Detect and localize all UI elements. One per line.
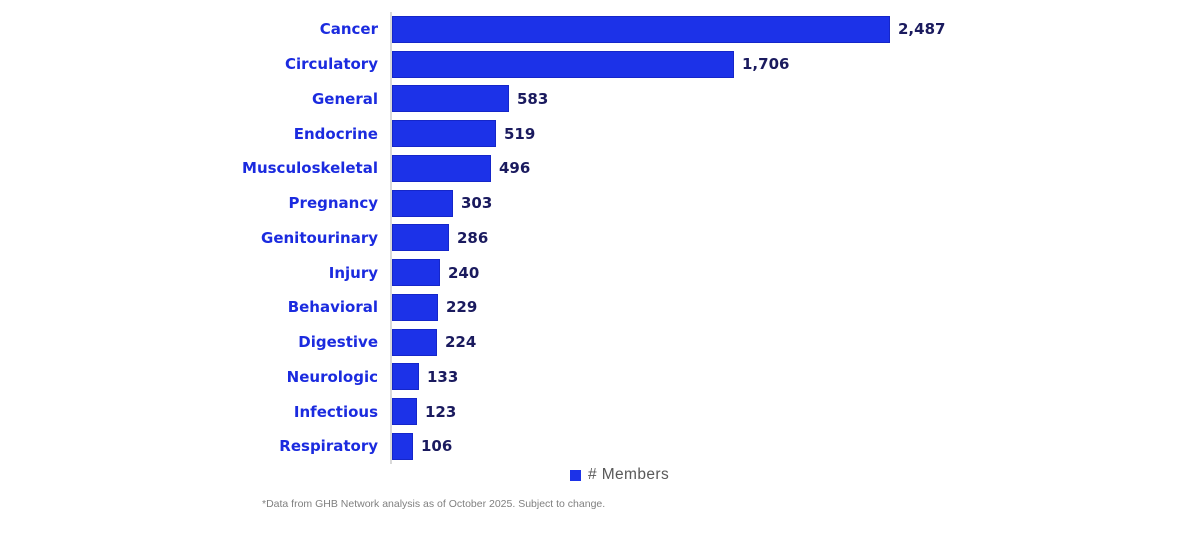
bar <box>392 224 449 252</box>
bar-track: 286 <box>390 220 489 256</box>
bar-track: 519 <box>390 116 535 151</box>
bar-track: 496 <box>390 151 530 186</box>
value-label: 224 <box>445 333 477 352</box>
bar <box>392 363 419 391</box>
bar-track: 224 <box>390 324 477 360</box>
value-label: 496 <box>499 159 531 178</box>
category-label: Circulatory <box>284 55 378 74</box>
footnote: *Data from GHB Network analysis as of Oc… <box>262 498 606 510</box>
bar-track: 583 <box>390 81 549 117</box>
bar <box>392 398 417 426</box>
category-label: Behavioral <box>287 298 378 317</box>
category-label: Respiratory <box>279 437 378 456</box>
bar <box>392 293 438 321</box>
bar-row: Behavioral 229 <box>0 290 945 325</box>
category-label: Genitourinary <box>261 228 378 247</box>
bar <box>392 154 491 182</box>
value-label: 106 <box>421 437 453 456</box>
category-label: Injury <box>328 263 378 282</box>
legend: # Members <box>570 466 669 484</box>
bar-row: Genitourinary 286 <box>0 220 945 256</box>
category-label: Musculoskeletal <box>242 159 378 178</box>
bar-row: Infectious 123 <box>0 394 945 429</box>
value-label: 2,487 <box>898 20 946 39</box>
value-label: 583 <box>517 89 549 108</box>
bar-row: General 583 <box>0 81 945 117</box>
bar-track: 303 <box>390 185 493 221</box>
bar-rows: Cancer 2,487 Circulatory 1,706 General 583 End… <box>0 12 945 464</box>
value-label: 303 <box>461 194 493 213</box>
bar-row: Cancer 2,487 <box>0 12 945 47</box>
bar-row: Musculoskeletal 496 <box>0 151 945 186</box>
bar <box>392 328 437 356</box>
category-label: Pregnancy <box>288 194 378 213</box>
plot-area: Cancer 2,487 Circulatory 1,706 General 583 End… <box>0 12 945 464</box>
bar-track: 123 <box>390 394 456 429</box>
bar-track: 1,706 <box>390 46 790 82</box>
category-label: General <box>312 89 378 108</box>
value-label: 133 <box>427 367 459 386</box>
category-label: Endocrine <box>293 124 378 143</box>
bar-row: Pregnancy 303 <box>0 185 945 221</box>
category-label: Cancer <box>319 20 378 39</box>
bar-row: Circulatory 1,706 <box>0 46 945 82</box>
value-label: 286 <box>457 228 489 247</box>
value-label: 240 <box>448 263 480 282</box>
bar-row: Neurologic 133 <box>0 359 945 395</box>
bar <box>392 15 890 43</box>
bar-track: 106 <box>390 429 452 464</box>
legend-label: # Members <box>588 466 670 483</box>
category-label: Infectious <box>293 402 378 421</box>
bar-track: 240 <box>390 255 479 290</box>
bar <box>392 432 413 460</box>
bar <box>392 259 440 287</box>
bar <box>392 85 509 113</box>
legend-swatch-icon <box>570 469 581 481</box>
bar-track: 133 <box>390 359 459 395</box>
value-label: 519 <box>504 124 536 143</box>
bar-row: Digestive 224 <box>0 324 945 360</box>
value-label: 1,706 <box>742 55 790 74</box>
category-label: Neurologic <box>286 367 378 386</box>
bar-row: Respiratory 106 <box>0 429 945 464</box>
bar <box>392 120 496 148</box>
bar <box>392 189 453 217</box>
category-label: Digestive <box>298 333 378 352</box>
value-label: 123 <box>425 402 457 421</box>
value-label: 229 <box>446 298 478 317</box>
bar <box>392 50 734 78</box>
bar-track: 229 <box>390 290 477 325</box>
bar-row: Endocrine 519 <box>0 116 945 151</box>
bar-track: 2,487 <box>390 12 945 47</box>
bar-row: Injury 240 <box>0 255 945 290</box>
